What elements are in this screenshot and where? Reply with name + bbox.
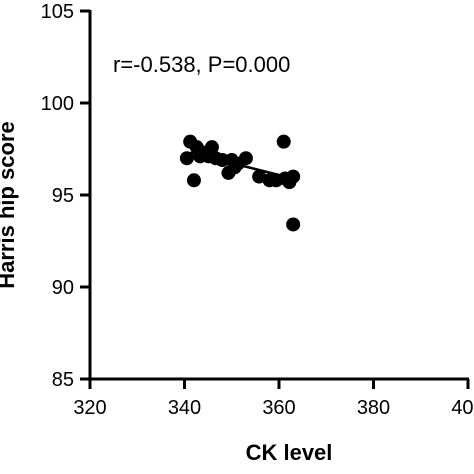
x-tick-label: 360 (262, 397, 295, 419)
data-point (286, 169, 301, 184)
y-tick-label: 85 (52, 369, 74, 391)
data-point (276, 134, 291, 149)
data-point (179, 151, 194, 166)
x-tick-label: 400 (451, 397, 474, 419)
data-point (204, 140, 219, 155)
x-axis-title: CK level (246, 440, 333, 465)
y-tick-label: 105 (41, 1, 74, 23)
y-axis-title: Harris hip score (0, 121, 19, 289)
y-tick-label: 100 (41, 93, 74, 115)
data-point (186, 173, 201, 188)
data-point (286, 217, 301, 232)
x-axis-ticks: 320 340 360 380 400 (73, 379, 474, 419)
x-tick-label: 320 (73, 397, 106, 419)
x-tick-label: 380 (357, 397, 390, 419)
data-points (179, 134, 301, 232)
x-tick-label: 340 (168, 397, 201, 419)
correlation-annotation: r=-0.538, P=0.000 (113, 52, 290, 77)
y-axis-ticks: 85 90 95 100 105 (41, 1, 90, 391)
data-point (238, 151, 253, 166)
y-tick-label: 95 (52, 185, 74, 207)
y-tick-label: 90 (52, 277, 74, 299)
